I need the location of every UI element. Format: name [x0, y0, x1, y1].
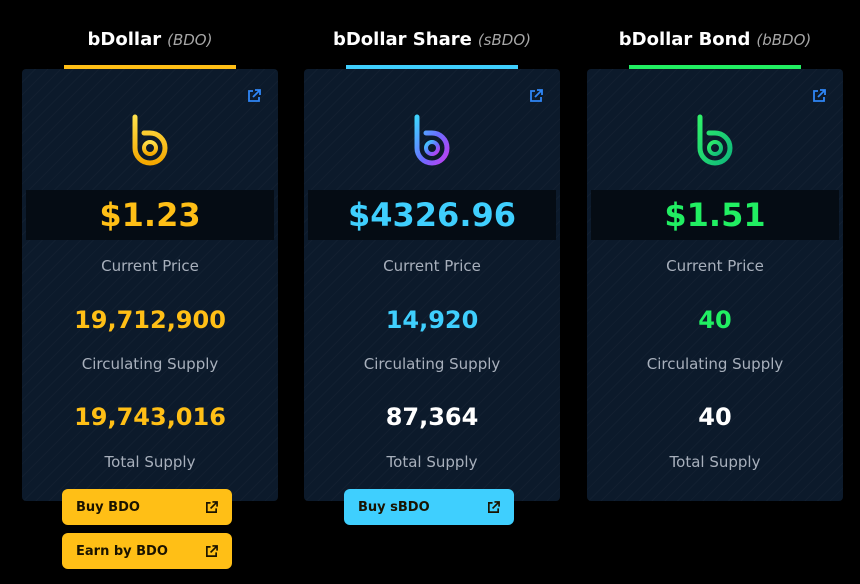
buy-sbdo-button[interactable]: Buy sBDO	[344, 489, 514, 525]
token-symbol: (sBDO)	[477, 31, 531, 49]
external-link-icon[interactable]	[247, 89, 261, 103]
token-underline	[629, 65, 801, 69]
total-supply-label: Total Supply	[386, 453, 478, 471]
token-name: bDollar Share	[332, 29, 472, 50]
total-supply-value: 40	[698, 403, 732, 431]
button-label: Buy sBDO	[358, 499, 430, 515]
circulating-supply-label: Circulating Supply	[646, 355, 784, 373]
external-link-icon	[205, 500, 218, 514]
total-supply-value: 87,364	[385, 403, 479, 431]
external-link-icon	[487, 500, 500, 514]
token-card: $1.23 Current Price 19,712,900 Circulati…	[22, 69, 278, 501]
price-label: Current Price	[383, 257, 481, 275]
circulating-supply-label: Circulating Supply	[363, 355, 501, 373]
price-label: Current Price	[666, 257, 764, 275]
token-header: bDollar Share (sBDO)	[304, 0, 560, 66]
sbdo-logo-icon	[304, 112, 560, 170]
bdo-logo-icon	[22, 112, 278, 170]
external-link-icon	[205, 544, 218, 558]
circulating-supply-value: 40	[698, 306, 732, 334]
total-supply-label: Total Supply	[669, 453, 761, 471]
token-name: bDollar Bond	[618, 29, 751, 50]
token-column-sbdo: bDollar Share (sBDO) $4326.96 Current Pri…	[304, 0, 560, 525]
token-symbol: (BDO)	[167, 31, 213, 49]
total-supply-value: 19,743,016	[74, 403, 226, 431]
price-value: $4326.96	[308, 190, 556, 240]
token-card: $4326.96 Current Price 14,920 Circulatin…	[304, 69, 560, 501]
token-column-bbdo: bDollar Bond (bBDO) $1.51 Current Price 4…	[587, 0, 843, 501]
token-underline	[346, 65, 518, 69]
circulating-supply-value: 14,920	[385, 306, 479, 334]
external-link-icon[interactable]	[529, 89, 543, 103]
token-header: bDollar (BDO)	[22, 0, 278, 66]
token-header: bDollar Bond (bBDO)	[587, 0, 843, 66]
token-column-bdo: bDollar (BDO) $1.23 Current Price 19,712,…	[22, 0, 278, 569]
token-card: $1.51 Current Price 40 Circulating Suppl…	[587, 69, 843, 501]
button-label: Earn by BDO	[76, 543, 168, 559]
bbdo-logo-icon	[587, 112, 843, 170]
price-value: $1.23	[26, 190, 274, 240]
earn-by-bdo-button[interactable]: Earn by BDO	[62, 533, 232, 569]
total-supply-label: Total Supply	[104, 453, 196, 471]
token-name: bDollar	[87, 29, 162, 50]
token-symbol: (bBDO)	[756, 31, 812, 49]
price-value: $1.51	[591, 190, 839, 240]
button-label: Buy BDO	[76, 499, 140, 515]
buy-bdo-button[interactable]: Buy BDO	[62, 489, 232, 525]
circulating-supply-value: 19,712,900	[74, 306, 226, 334]
external-link-icon[interactable]	[812, 89, 826, 103]
circulating-supply-label: Circulating Supply	[81, 355, 219, 373]
price-label: Current Price	[101, 257, 199, 275]
token-underline	[64, 65, 236, 69]
